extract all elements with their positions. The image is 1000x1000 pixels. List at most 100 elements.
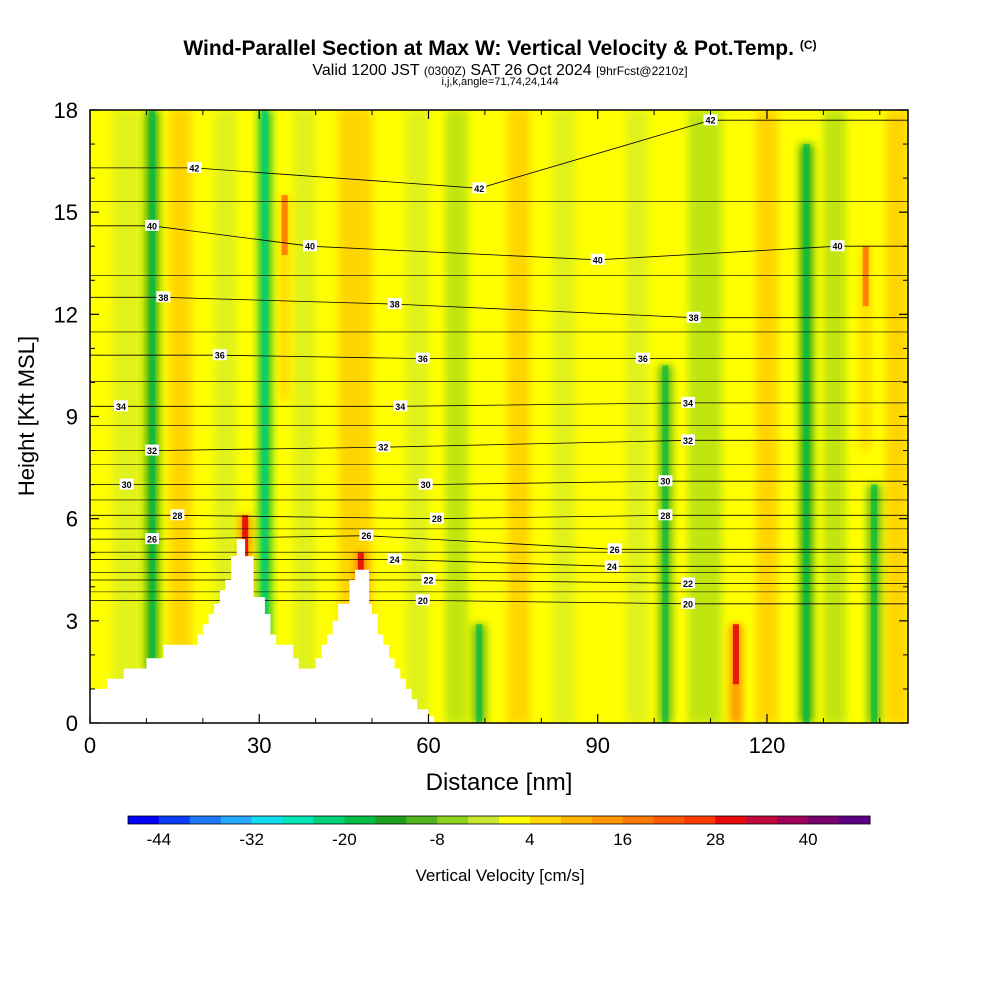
contour-label: 34 (116, 402, 126, 412)
colorbar-swatch (128, 816, 160, 824)
contour-label-bg (212, 349, 227, 361)
x-tick-label: 30 (247, 733, 271, 758)
downdraft-core (476, 624, 483, 723)
colorbar-swatch (622, 816, 655, 824)
field-band (687, 110, 722, 723)
contour-label-bg (703, 114, 718, 126)
contour-label-bg (145, 444, 160, 456)
colorbar-swatch (344, 816, 376, 824)
x-tick-label: 60 (416, 733, 440, 758)
contour-label: 40 (593, 255, 603, 265)
colorbar-swatch (715, 816, 747, 824)
y-tick-label: 0 (66, 711, 78, 736)
field-band (168, 110, 192, 723)
contour-label-bg (472, 182, 487, 194)
contour-label: 38 (689, 313, 699, 323)
contour-label: 22 (423, 575, 433, 585)
y-tick-label: 9 (66, 405, 78, 430)
valid-time: Valid 1200 JST (312, 62, 420, 79)
colorbar-tick-label: -32 (239, 830, 264, 849)
terrain (90, 539, 435, 723)
colorbar-swatch (560, 816, 593, 824)
colorbar-tick-label: -8 (430, 830, 445, 849)
plot-area: 42 42 42 40 40 40 40 38 38 38 36 36 36 34 34 34 32 32 32 30… (90, 110, 908, 723)
contour-label-bg (119, 478, 134, 490)
y-axis-label: Height [Kft MSL] (14, 336, 39, 496)
field-band (823, 110, 846, 723)
contour-label: 42 (189, 163, 199, 173)
y-tick-label: 12 (54, 302, 78, 327)
colorbar-frame (127, 815, 871, 825)
contour-label: 34 (395, 402, 405, 412)
x-tick-label: 90 (585, 733, 609, 758)
contour-label-bg (114, 400, 129, 412)
contour-label: 42 (474, 184, 484, 194)
colorbar-tick-label: 4 (525, 830, 534, 849)
contour-label: 36 (638, 354, 648, 364)
x-tick-label: 0 (84, 733, 96, 758)
contour-label: 28 (172, 511, 182, 521)
colorbar-swatch (839, 816, 871, 824)
contour-label: 28 (432, 514, 442, 524)
colorbar-swatch (591, 816, 624, 824)
contour-label-bg (429, 512, 444, 524)
contour-label: 30 (660, 477, 670, 487)
contour-label: 30 (421, 480, 431, 490)
contour-label: 24 (607, 562, 617, 572)
contour-label-bg (145, 219, 160, 231)
colorbar-tick-label: 16 (613, 830, 632, 849)
utc-time: (0300Z) (423, 64, 466, 78)
field-band (293, 110, 316, 723)
contour-label: 20 (418, 596, 428, 606)
valid-date: SAT 26 Oct 2024 (470, 62, 592, 79)
contour-label-bg (680, 597, 695, 609)
contour-label-bg (393, 400, 408, 412)
forecast-info: [9hrFcst@2210z] (596, 64, 688, 78)
contour-label: 26 (610, 545, 620, 555)
contour-label-bg (303, 240, 318, 252)
contour-label: 32 (147, 446, 157, 456)
field-band (625, 110, 649, 723)
colorbar-swatch (251, 816, 284, 824)
contour-label-bg (187, 161, 202, 173)
theta-contour-22 (90, 579, 908, 584)
colorbar-swatch (189, 816, 222, 824)
contour-label-bg (590, 253, 605, 265)
contour-label: 32 (378, 443, 388, 453)
downdraft-core (261, 110, 268, 723)
colorbar-label: Vertical Velocity [cm/s] (415, 866, 584, 885)
contour-label: 28 (660, 511, 670, 521)
y-tick-label: 15 (54, 200, 78, 225)
contour-label: 30 (122, 480, 132, 490)
colorbar-swatch (499, 816, 531, 824)
contour-label: 32 (683, 436, 693, 446)
colorbar-swatch (746, 816, 778, 824)
colorbar-swatch (653, 816, 685, 824)
contour-label: 40 (305, 242, 315, 252)
field-band (507, 110, 531, 723)
contour-label-bg (387, 553, 402, 565)
colorbar-tick-label: 28 (706, 830, 725, 849)
updraft-core (281, 195, 288, 256)
contour-label-bg (686, 311, 701, 323)
contour-label: 36 (215, 351, 225, 361)
y-tick-label: 6 (66, 507, 78, 532)
field-band (552, 110, 576, 723)
contour-label-bg (145, 533, 160, 545)
contour-label-bg (418, 478, 433, 490)
updraft-core (862, 246, 869, 307)
contour-label-bg (376, 441, 391, 453)
colorbar-tick-label: -44 (147, 830, 172, 849)
chart-title: Wind-Parallel Section at Max W: Vertical… (0, 37, 1000, 61)
colorbar-swatch (313, 816, 345, 824)
colorbar-swatch (406, 816, 438, 824)
x-axis-label: Distance [nm] (426, 769, 573, 796)
contour-label: 38 (158, 293, 168, 303)
field-band (885, 110, 908, 723)
theta-contour-40 (90, 225, 908, 261)
colorbar-swatch (808, 816, 840, 824)
contour-label: 36 (418, 354, 428, 364)
